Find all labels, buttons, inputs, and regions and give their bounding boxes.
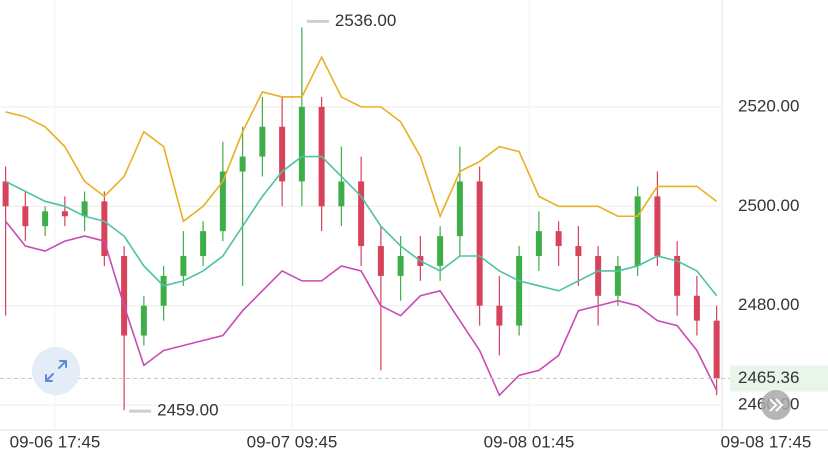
candle-body (693, 295, 700, 321)
candle-body (2, 181, 9, 207)
x-tick-label: 09-07 09:45 (247, 432, 338, 451)
candle-body (535, 231, 542, 257)
scroll-latest-icon[interactable] (769, 398, 784, 412)
last-price-bg (730, 365, 828, 392)
candle-body (595, 256, 602, 296)
band-line (4, 220, 718, 397)
candle-body (377, 246, 384, 276)
low-label: 2459.00 (157, 401, 218, 420)
candle-body (160, 275, 167, 306)
y-tick-label: 2520.00 (738, 96, 799, 115)
candle-body (674, 256, 681, 296)
candle-body (555, 231, 562, 247)
candle-body (180, 256, 187, 276)
candle-body (358, 181, 365, 247)
x-tick-label: 09-08 01:45 (484, 432, 575, 451)
candle-body (22, 206, 29, 227)
band-line (5, 155, 718, 297)
candle-body (239, 156, 246, 172)
candle-body (298, 106, 305, 182)
x-tick-label: 09-08 17:45 (721, 432, 812, 451)
expand-icon[interactable] (45, 360, 67, 382)
candle-body (81, 201, 88, 217)
expand-button[interactable] (32, 347, 80, 395)
candle-body (121, 256, 128, 336)
candle-body (456, 181, 463, 237)
candle-body (713, 320, 720, 379)
x-tick-label: 09-06 17:45 (10, 432, 101, 451)
y-tick-label: 2480.00 (738, 295, 799, 314)
high-label: 2536.00 (335, 11, 396, 30)
candle-body (516, 256, 523, 326)
candle-body (614, 265, 621, 296)
candle-body (634, 196, 641, 266)
candle-body (397, 256, 404, 276)
candle-body (338, 181, 345, 207)
candle-body (437, 236, 444, 266)
candle-body (219, 171, 226, 232)
scroll-latest-button[interactable] (761, 390, 791, 420)
candle-body (259, 126, 266, 157)
candle-body (61, 211, 68, 217)
y-tick-label: 2500.00 (738, 196, 799, 215)
candle-body (496, 305, 503, 326)
candle-body (476, 181, 483, 306)
candle-body (42, 211, 49, 227)
band-line (5, 55, 718, 223)
expand-button-bg[interactable] (32, 347, 80, 395)
candle-body (200, 231, 207, 257)
candle-body (575, 246, 582, 257)
candle-body (279, 126, 286, 182)
candle-body (140, 305, 147, 336)
last-price-label: 2465.36 (738, 368, 799, 387)
candle-body (654, 196, 661, 257)
candle-body (101, 201, 108, 257)
